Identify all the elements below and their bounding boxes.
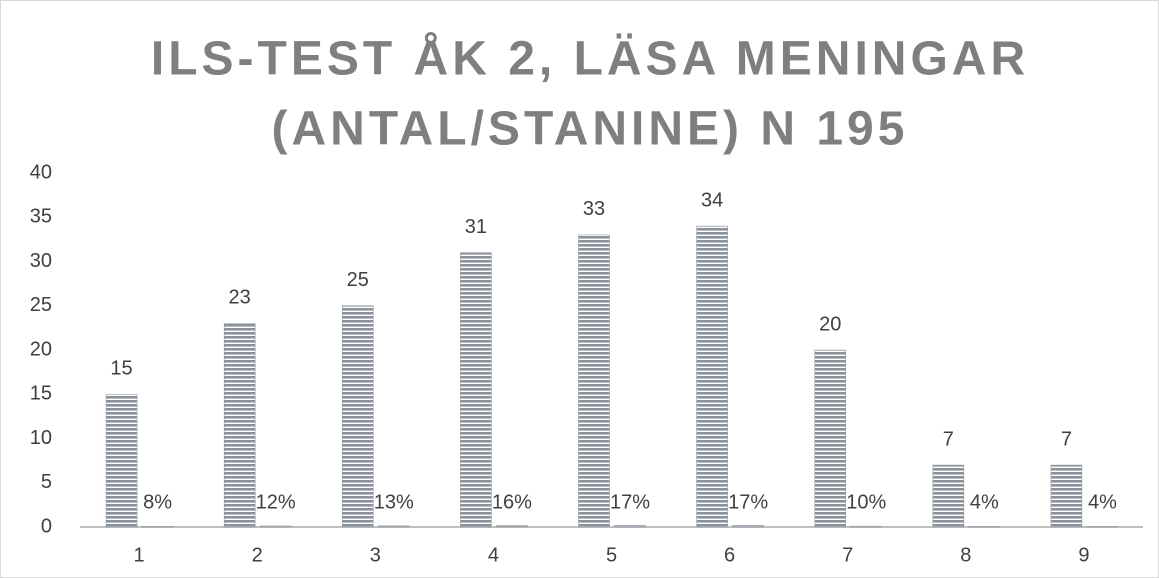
x-tick-label: 4 [488,544,499,566]
data-label: 4% [970,491,999,513]
data-label: 17% [610,491,650,513]
data-label: 12% [256,491,296,513]
chart-title: (ANTAL/STANINE) N 195 [272,103,909,156]
bar [496,525,528,528]
bar [223,323,256,528]
bar [105,394,138,528]
bar [732,525,764,528]
x-tick-label: 2 [252,544,263,566]
chart-title: ILS-TEST ÅK 2, LÄSA MENINGAR [151,32,1029,86]
data-label: 33 [583,198,605,220]
y-tick-label: 10 [30,427,52,449]
data-label: 4% [1088,491,1117,513]
bar [342,305,374,528]
bar [696,225,728,528]
bar [259,525,292,528]
data-label: 23 [229,287,251,309]
y-tick-label: 25 [30,294,52,316]
data-label: 7 [1061,428,1072,450]
x-tick-label: 7 [842,544,853,566]
bar [932,464,965,528]
data-label: 25 [347,269,369,291]
y-tick-label: 0 [41,515,52,537]
data-label: 16% [492,491,532,513]
data-label: 10% [846,491,886,513]
data-label: 8% [143,491,172,513]
bar [814,349,846,528]
x-tick-label: 5 [606,544,617,566]
y-tick-label: 20 [30,338,52,360]
data-label: 13% [374,491,414,513]
x-tick-label: 9 [1078,544,1089,566]
bar [614,525,646,528]
x-tick-label: 1 [133,544,144,566]
bar [578,234,610,528]
y-tick-label: 35 [30,206,52,228]
bar [1050,464,1083,528]
x-tick-label: 8 [960,544,971,566]
data-label: 7 [943,428,954,450]
bar [141,526,174,528]
data-label: 17% [728,491,768,513]
data-label: 34 [701,189,723,211]
y-tick-label: 40 [30,161,52,183]
y-tick-label: 15 [30,383,52,405]
x-tick-label: 3 [370,544,381,566]
y-tick-label: 5 [41,471,52,493]
bar [378,525,410,528]
data-label: 15 [110,358,132,380]
data-label: 20 [819,313,841,335]
bar [460,252,492,528]
x-tick-label: 6 [724,544,735,566]
data-label: 31 [465,216,487,238]
bar [850,525,882,528]
y-tick-label: 30 [30,250,52,272]
